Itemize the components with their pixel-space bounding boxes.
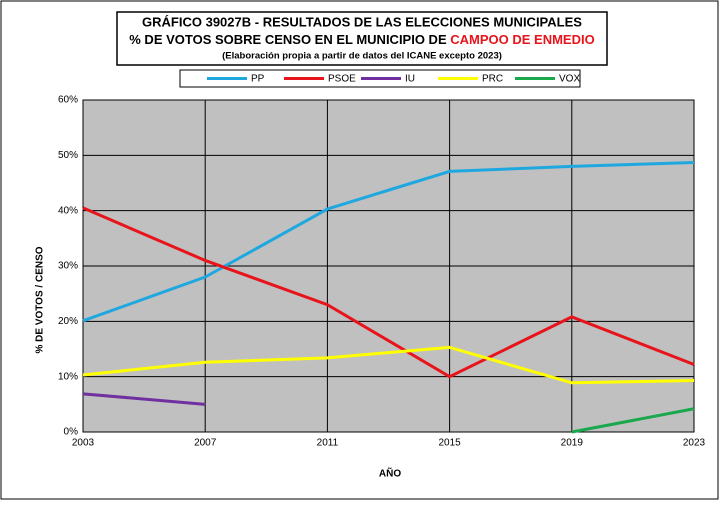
y-tick-label: 0%	[64, 427, 79, 438]
y-tick-label: 10%	[58, 371, 78, 382]
x-tick-label: 2003	[72, 438, 95, 449]
x-tick-label: 2019	[561, 438, 584, 449]
y-axis-label: % DE VOTOS / CENSO	[35, 246, 46, 353]
series-line	[82, 206, 695, 379]
series-line	[82, 392, 206, 406]
chart-note: (Elaboración propia a partir de datos de…	[222, 51, 502, 62]
x-tick-label: 2015	[438, 438, 461, 449]
chart-subtitle: % DE VOTOS SOBRE CENSO EN EL MUNICIPIO D…	[129, 32, 594, 47]
series-line	[82, 345, 695, 385]
legend-label: PRC	[482, 74, 503, 85]
x-tick-label: 2007	[194, 438, 217, 449]
legend-label: IU	[405, 74, 415, 85]
series-line	[571, 407, 695, 434]
x-tick-label: 2023	[683, 438, 706, 449]
y-tick-label: 40%	[58, 205, 78, 216]
subtitle-text: % DE VOTOS SOBRE CENSO EN EL MUNICIPIO D…	[129, 32, 447, 47]
y-tick-label: 50%	[58, 150, 78, 161]
y-tick-label: 30%	[58, 261, 78, 272]
legend-label: PSOE	[328, 74, 356, 85]
y-tick-label: 20%	[58, 316, 78, 327]
legend-label: VOX	[559, 74, 580, 85]
y-tick-label: 60%	[58, 95, 78, 106]
legend-label: PP	[251, 74, 265, 85]
series-line	[82, 161, 695, 323]
x-axis-label: AÑO	[379, 467, 401, 480]
municipality: CAMPOO DE ENMEDIO	[450, 32, 594, 47]
title-box	[116, 11, 608, 66]
chart-title: GRÁFICO 39027B - RESULTADOS DE LAS ELECC…	[142, 14, 582, 29]
x-tick-label: 2011	[317, 438, 339, 449]
